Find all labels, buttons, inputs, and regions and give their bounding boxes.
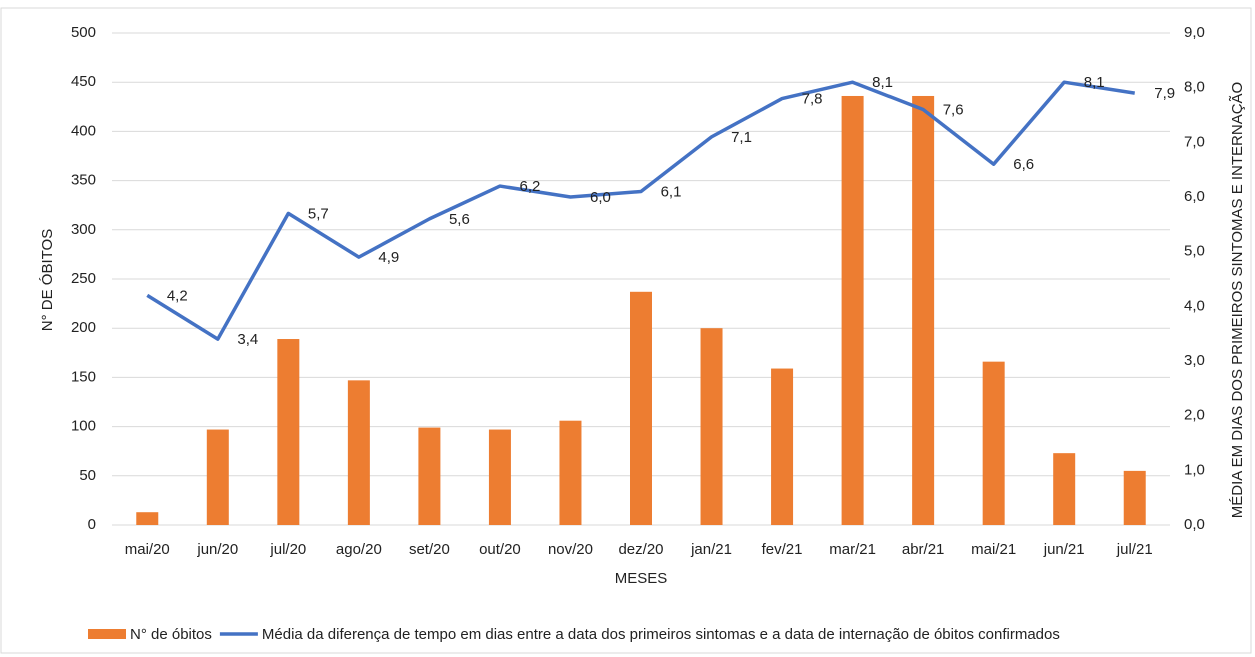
legend-label: Média da diferença de tempo em dias entr… <box>262 626 1060 643</box>
y2-tick-label: 4,0 <box>1184 297 1205 314</box>
bar <box>347 380 370 525</box>
data-label: 7,8 <box>802 91 823 108</box>
bar <box>841 95 864 525</box>
data-label: 7,1 <box>731 129 752 146</box>
x-tick-label: out/20 <box>479 541 521 558</box>
bar <box>559 420 582 525</box>
y-tick-label: 150 <box>71 368 96 385</box>
bar <box>277 339 300 525</box>
x-tick-label: abr/21 <box>902 541 945 558</box>
y2-tick-label: 0,0 <box>1184 516 1205 533</box>
bar <box>1053 453 1076 525</box>
bar <box>630 291 652 525</box>
data-label: 6,2 <box>520 178 541 195</box>
x-tick-label: jul/20 <box>269 541 306 558</box>
y2-tick-label: 5,0 <box>1184 243 1205 260</box>
legend-label: N° de óbitos <box>130 626 212 643</box>
data-label: 5,7 <box>308 205 329 222</box>
x-tick-label: mar/21 <box>829 541 876 558</box>
y-tick-label: 50 <box>79 467 96 484</box>
bar <box>912 95 935 525</box>
bar <box>206 429 229 525</box>
data-label: 8,1 <box>872 74 893 91</box>
legend-swatch <box>88 629 126 639</box>
y-axis-title: N° DE ÓBITOS <box>39 229 56 331</box>
x-tick-label: jun/21 <box>1043 541 1085 558</box>
y-tick-label: 100 <box>71 418 96 435</box>
x-tick-label: jul/21 <box>1116 541 1153 558</box>
x-tick-label: ago/20 <box>336 541 382 558</box>
data-label: 6,0 <box>590 189 611 206</box>
data-label: 5,6 <box>449 211 470 228</box>
y2-tick-label: 9,0 <box>1184 24 1205 41</box>
x-tick-label: jun/20 <box>196 541 238 558</box>
x-tick-label: dez/20 <box>618 541 663 558</box>
x-axis-title: MESES <box>615 570 668 587</box>
y-tick-label: 0 <box>88 516 96 533</box>
y2-tick-label: 8,0 <box>1184 79 1205 96</box>
y-tick-label: 250 <box>71 270 96 287</box>
bar <box>771 368 794 525</box>
y-tick-label: 400 <box>71 122 96 139</box>
bar <box>982 361 1005 525</box>
data-label: 3,4 <box>237 331 258 348</box>
data-label: 7,6 <box>943 102 964 119</box>
chart-border <box>0 7 1252 654</box>
x-tick-label: fev/21 <box>762 541 803 558</box>
data-label: 4,9 <box>378 249 399 266</box>
line <box>146 80 1135 341</box>
y-tick-label: 350 <box>71 172 96 189</box>
bar <box>488 429 511 525</box>
y-tick-label: 200 <box>71 319 96 336</box>
data-label: 6,1 <box>661 184 682 201</box>
x-tick-label: nov/20 <box>548 541 593 558</box>
y2-tick-label: 6,0 <box>1184 188 1205 205</box>
data-label: 8,1 <box>1084 74 1105 91</box>
x-tick-label: set/20 <box>409 541 450 558</box>
x-tick-label: mai/20 <box>125 541 170 558</box>
data-label: 7,9 <box>1154 85 1175 102</box>
y2-tick-label: 2,0 <box>1184 407 1205 424</box>
y-tick-label: 500 <box>71 24 96 41</box>
y2-tick-label: 1,0 <box>1184 461 1205 478</box>
bar <box>700 328 723 525</box>
bar <box>1123 470 1146 525</box>
y2-axis-title: MÉDIA EM DIAS DOS PRIMEIROS SINTOMAS E I… <box>1229 82 1246 518</box>
data-label: 4,2 <box>167 287 188 304</box>
bar <box>418 427 441 525</box>
y-tick-label: 450 <box>71 73 96 90</box>
x-tick-label: mai/21 <box>971 541 1016 558</box>
data-label: 6,6 <box>1013 156 1034 173</box>
y2-tick-label: 3,0 <box>1184 352 1205 369</box>
bar <box>136 512 159 525</box>
x-tick-label: jan/21 <box>690 541 732 558</box>
y2-tick-label: 7,0 <box>1184 133 1205 150</box>
y-tick-label: 300 <box>71 221 96 238</box>
